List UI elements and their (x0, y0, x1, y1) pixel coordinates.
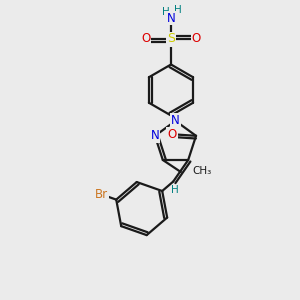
Text: Br: Br (95, 188, 108, 201)
Text: O: O (167, 128, 177, 141)
Text: O: O (192, 32, 201, 46)
Text: N: N (171, 114, 180, 128)
Text: N: N (167, 11, 176, 25)
Text: CH₃: CH₃ (192, 167, 212, 176)
Text: O: O (141, 32, 150, 46)
Text: H: H (162, 7, 170, 17)
Text: N: N (151, 129, 159, 142)
Text: H: H (174, 5, 182, 15)
Text: H: H (171, 185, 178, 195)
Text: S: S (167, 32, 175, 46)
